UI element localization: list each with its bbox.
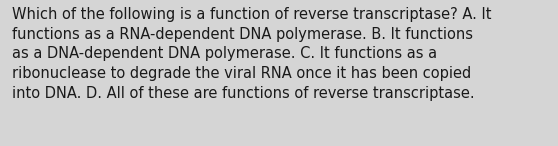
Text: Which of the following is a function of reverse transcriptase? A. It
functions a: Which of the following is a function of … (12, 7, 492, 101)
